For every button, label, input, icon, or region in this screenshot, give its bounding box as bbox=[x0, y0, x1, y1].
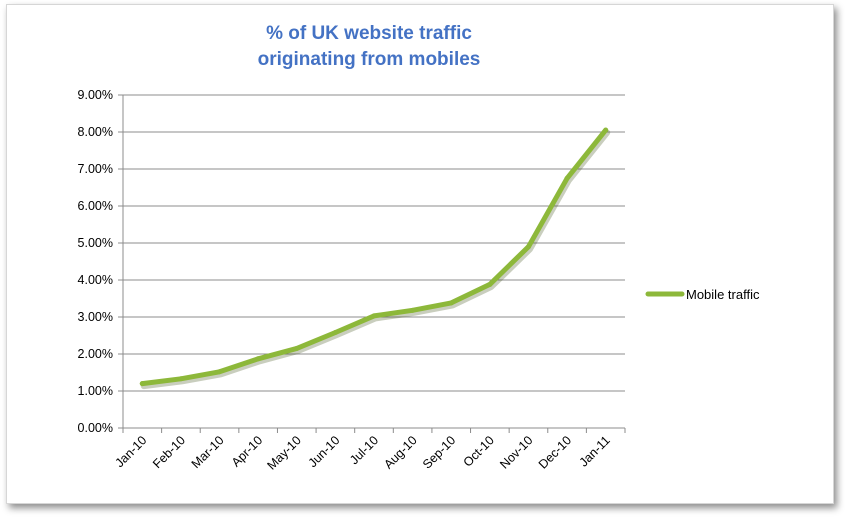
y-tick-label: 7.00% bbox=[78, 162, 113, 176]
y-tick-label: 0.00% bbox=[78, 421, 113, 435]
data-point bbox=[294, 345, 300, 351]
y-tick-labels: 0.00% 1.00% 2.00% 3.00% 4.00% 5.00% 6.00% 7.00%… bbox=[78, 88, 113, 435]
x-tick-label: Jul-10 bbox=[347, 433, 381, 467]
x-tick-label: Nov-10 bbox=[497, 433, 535, 471]
data-point bbox=[448, 300, 454, 306]
data-point bbox=[139, 381, 145, 387]
data-point bbox=[564, 175, 570, 181]
axes bbox=[122, 95, 626, 433]
data-point bbox=[371, 313, 377, 319]
chart-title-line-2: originating from mobiles bbox=[258, 49, 481, 70]
x-tick-labels: Jan-10 Feb-10 Mar-10 Apr-10 May-10 Jun-10 Jul-… bbox=[112, 433, 612, 472]
y-tick-label: 3.00% bbox=[78, 310, 113, 324]
series-line-shadow bbox=[140, 129, 611, 390]
x-tick-label: Feb-10 bbox=[150, 433, 188, 471]
data-point bbox=[217, 369, 223, 375]
data-point bbox=[332, 330, 338, 336]
x-tick-label: Jan-11 bbox=[577, 433, 613, 469]
x-tick-label: Oct-10 bbox=[461, 433, 497, 469]
x-tick-label: May-10 bbox=[265, 433, 304, 472]
data-point bbox=[410, 307, 416, 313]
x-tick-label: Jun-10 bbox=[306, 433, 343, 470]
y-tick-label: 1.00% bbox=[78, 384, 113, 398]
y-tick-label: 5.00% bbox=[78, 236, 113, 250]
data-point bbox=[255, 356, 261, 362]
x-tick-label: Aug-10 bbox=[381, 433, 419, 471]
data-point bbox=[487, 281, 493, 287]
data-point bbox=[525, 244, 531, 250]
data-point bbox=[178, 376, 184, 382]
x-tick-label: Mar-10 bbox=[189, 433, 227, 471]
x-tick-label: Apr-10 bbox=[229, 433, 265, 469]
series-line-mobile-traffic bbox=[139, 127, 609, 387]
chart-title-line-1: % of UK website traffic bbox=[266, 23, 472, 44]
chart: % of UK website traffic originating from… bbox=[78, 23, 760, 473]
legend: Mobile traffic bbox=[645, 287, 760, 302]
data-point bbox=[603, 127, 609, 133]
y-tick-label: 4.00% bbox=[78, 273, 113, 287]
y-tick-label: 8.00% bbox=[78, 125, 113, 139]
x-tick-label: Sep-10 bbox=[420, 433, 458, 471]
x-tick-label: Jan-10 bbox=[112, 433, 149, 470]
y-tick-label: 2.00% bbox=[78, 347, 113, 361]
series-layer bbox=[139, 127, 611, 390]
chart-frame: % of UK website traffic originating from… bbox=[6, 4, 834, 504]
legend-label: Mobile traffic bbox=[686, 287, 760, 302]
y-tick-label: 6.00% bbox=[78, 199, 113, 213]
y-tick-label: 9.00% bbox=[78, 88, 113, 102]
x-tick-label: Dec-10 bbox=[536, 433, 574, 471]
